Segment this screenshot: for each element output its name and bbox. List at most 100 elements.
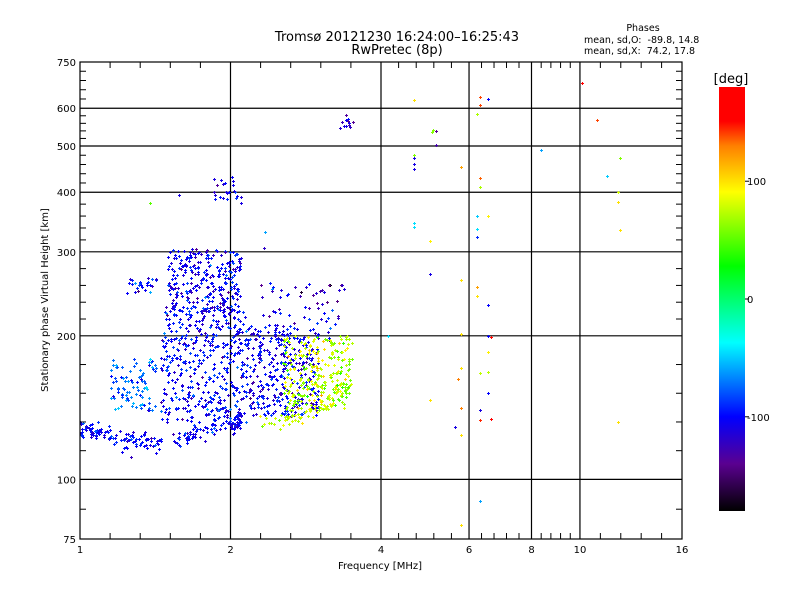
data-point bbox=[270, 414, 273, 417]
data-point bbox=[191, 416, 194, 419]
data-point bbox=[196, 428, 199, 431]
data-point bbox=[291, 347, 294, 350]
data-point bbox=[133, 365, 136, 368]
data-point bbox=[129, 435, 132, 438]
data-point bbox=[190, 291, 193, 294]
data-point bbox=[211, 306, 214, 309]
data-point bbox=[178, 321, 181, 324]
data-point bbox=[307, 415, 310, 418]
data-point bbox=[282, 370, 285, 373]
data-point bbox=[347, 375, 350, 378]
data-point bbox=[212, 423, 215, 426]
data-point bbox=[143, 445, 146, 448]
data-point bbox=[123, 447, 126, 450]
data-point bbox=[232, 360, 235, 363]
data-point bbox=[209, 326, 212, 329]
data-point bbox=[206, 356, 209, 359]
data-point bbox=[287, 355, 290, 358]
data-point bbox=[236, 400, 239, 403]
data-point bbox=[309, 393, 312, 396]
data-point bbox=[308, 349, 311, 352]
data-point bbox=[340, 338, 343, 341]
data-point bbox=[281, 398, 284, 401]
data-point bbox=[242, 311, 245, 314]
data-point bbox=[277, 396, 280, 399]
data-point bbox=[347, 343, 350, 346]
data-point bbox=[175, 407, 178, 410]
data-point bbox=[204, 384, 207, 387]
data-point bbox=[429, 399, 432, 402]
data-point bbox=[98, 433, 101, 436]
data-point bbox=[208, 376, 211, 379]
data-point bbox=[337, 358, 340, 361]
data-point bbox=[236, 195, 239, 198]
data-point bbox=[180, 372, 183, 375]
data-point bbox=[238, 391, 241, 394]
data-point bbox=[246, 357, 249, 360]
data-point bbox=[242, 372, 245, 375]
data-point bbox=[298, 404, 301, 407]
data-point bbox=[205, 414, 208, 417]
data-point bbox=[284, 419, 287, 422]
data-point bbox=[173, 314, 176, 317]
data-point bbox=[212, 296, 215, 299]
data-point bbox=[178, 339, 181, 342]
data-point bbox=[172, 387, 175, 390]
data-point bbox=[342, 342, 345, 345]
data-point bbox=[278, 308, 281, 311]
data-point bbox=[255, 413, 258, 416]
data-point bbox=[221, 356, 224, 359]
data-point bbox=[222, 311, 225, 314]
data-point bbox=[240, 398, 243, 401]
data-point bbox=[279, 393, 282, 396]
data-point bbox=[227, 326, 230, 329]
data-point bbox=[345, 373, 348, 376]
data-point bbox=[225, 382, 228, 385]
data-point bbox=[313, 371, 316, 374]
data-point bbox=[338, 289, 341, 292]
data-point bbox=[312, 294, 315, 297]
data-point bbox=[199, 261, 202, 264]
data-point bbox=[238, 418, 241, 421]
data-point bbox=[125, 376, 128, 379]
data-point bbox=[199, 328, 202, 331]
data-point bbox=[278, 344, 281, 347]
data-point bbox=[229, 278, 232, 281]
data-point bbox=[311, 406, 314, 409]
data-point bbox=[230, 425, 233, 428]
data-point bbox=[320, 385, 323, 388]
data-point bbox=[225, 420, 228, 423]
data-point bbox=[316, 322, 319, 325]
data-point bbox=[281, 383, 284, 386]
data-point bbox=[165, 312, 168, 315]
data-point bbox=[91, 423, 94, 426]
data-point bbox=[174, 304, 177, 307]
data-point bbox=[226, 306, 229, 309]
data-point bbox=[312, 390, 315, 393]
data-point bbox=[227, 291, 230, 294]
data-point bbox=[241, 385, 244, 388]
data-point bbox=[332, 372, 335, 375]
data-point bbox=[249, 397, 252, 400]
data-point bbox=[479, 96, 482, 99]
data-point bbox=[294, 286, 297, 289]
data-point bbox=[335, 372, 338, 375]
data-point bbox=[200, 397, 203, 400]
data-point bbox=[332, 402, 335, 405]
data-point bbox=[352, 121, 355, 124]
data-point bbox=[203, 271, 206, 274]
data-point bbox=[290, 383, 293, 386]
data-point bbox=[124, 380, 127, 383]
data-point bbox=[178, 432, 181, 435]
data-point bbox=[155, 367, 158, 370]
data-point bbox=[213, 414, 216, 417]
data-point bbox=[205, 269, 208, 272]
data-point bbox=[249, 389, 252, 392]
data-point bbox=[189, 375, 192, 378]
data-point bbox=[240, 414, 243, 417]
data-point bbox=[192, 394, 195, 397]
data-point bbox=[246, 383, 249, 386]
data-point bbox=[252, 394, 255, 397]
data-point bbox=[173, 371, 176, 374]
data-point bbox=[244, 339, 247, 342]
